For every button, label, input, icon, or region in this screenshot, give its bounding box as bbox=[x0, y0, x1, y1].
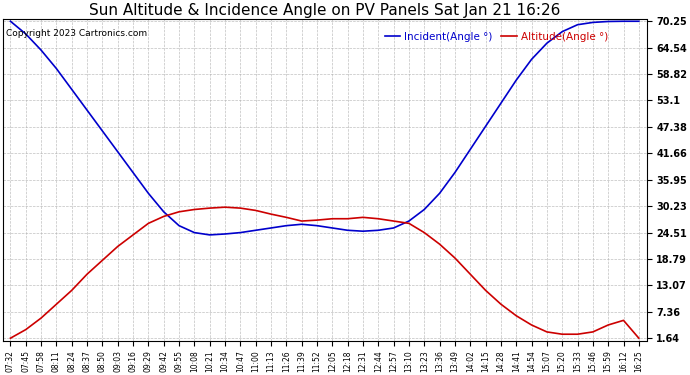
Legend: Incident(Angle °), Altitude(Angle °): Incident(Angle °), Altitude(Angle °) bbox=[380, 27, 612, 46]
Text: Copyright 2023 Cartronics.com: Copyright 2023 Cartronics.com bbox=[6, 28, 147, 38]
Title: Sun Altitude & Incidence Angle on PV Panels Sat Jan 21 16:26: Sun Altitude & Incidence Angle on PV Pan… bbox=[89, 3, 560, 18]
